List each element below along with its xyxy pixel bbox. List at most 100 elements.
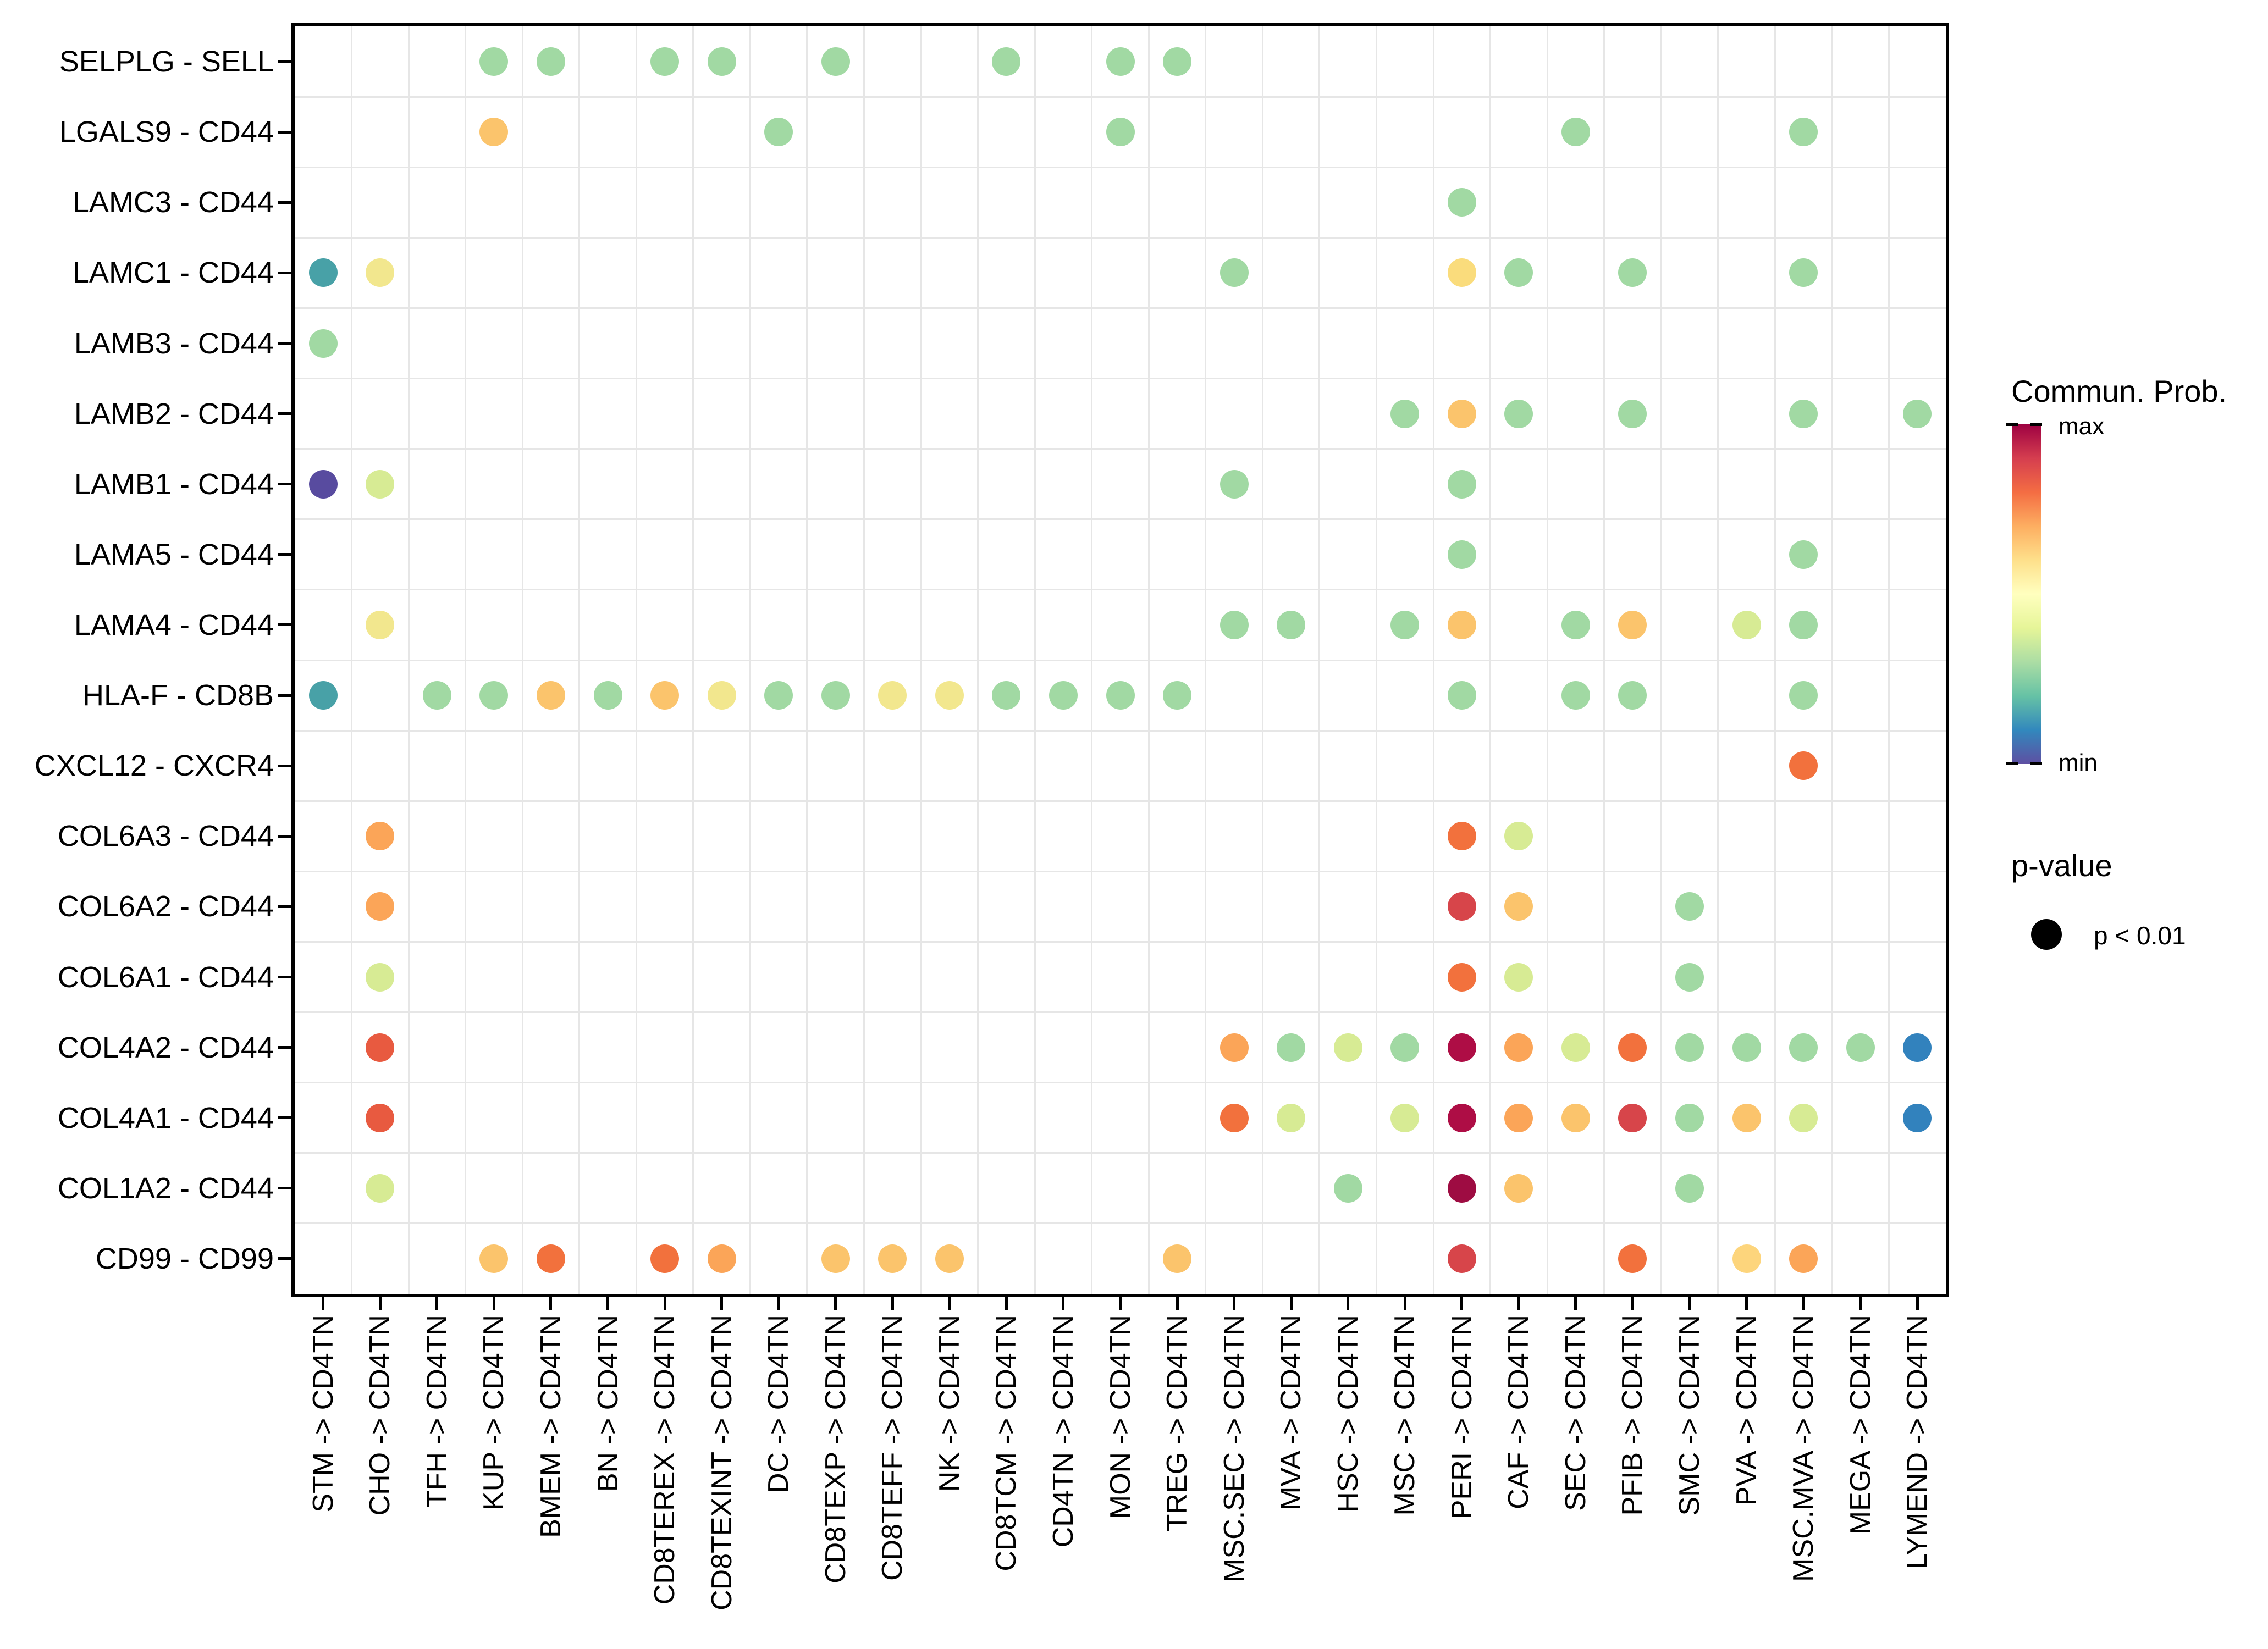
data-dot bbox=[1732, 1033, 1761, 1062]
y-tick bbox=[278, 553, 291, 556]
data-dot bbox=[1561, 118, 1590, 147]
x-tick bbox=[1517, 1297, 1520, 1310]
data-dot bbox=[1561, 1103, 1590, 1132]
data-dot bbox=[1277, 1103, 1306, 1132]
data-dot bbox=[1106, 47, 1135, 76]
y-tick bbox=[278, 483, 291, 486]
data-dot bbox=[479, 118, 509, 147]
data-dot bbox=[821, 47, 850, 76]
x-tick-label: TREG -> CD4TN bbox=[1161, 1315, 1194, 1532]
data-dot bbox=[1163, 47, 1192, 76]
x-tick bbox=[1574, 1297, 1577, 1310]
colorbar-max-tick-right bbox=[2030, 423, 2042, 426]
data-dot bbox=[1106, 118, 1135, 147]
y-tick-label: COL6A1 - CD44 bbox=[57, 960, 274, 994]
x-tick-label: TFH -> CD4TN bbox=[421, 1315, 453, 1508]
y-tick bbox=[278, 412, 291, 416]
data-dot bbox=[1561, 681, 1590, 710]
y-tick bbox=[278, 271, 291, 274]
x-tick bbox=[1289, 1297, 1293, 1310]
x-tick bbox=[834, 1297, 837, 1310]
data-dot bbox=[1504, 822, 1533, 851]
x-tick-label: LYMEND -> CD4TN bbox=[1901, 1315, 1934, 1569]
data-dot bbox=[1789, 1033, 1818, 1062]
data-dot bbox=[1447, 681, 1476, 710]
colorbar bbox=[2012, 424, 2041, 764]
x-tick-label: KUP -> CD4TN bbox=[478, 1315, 510, 1510]
colorbar-title: Commun. Prob. bbox=[2011, 374, 2227, 408]
data-dot bbox=[366, 610, 395, 639]
x-tick-label: BMEM -> CD4TN bbox=[534, 1315, 567, 1538]
gridline-horizontal bbox=[295, 1152, 1946, 1154]
data-dot bbox=[1732, 1244, 1761, 1273]
data-dot bbox=[1504, 1103, 1533, 1132]
y-tick bbox=[278, 342, 291, 345]
data-dot bbox=[1504, 258, 1533, 287]
data-dot bbox=[1789, 751, 1818, 781]
y-tick bbox=[278, 1116, 291, 1120]
y-tick-label: LAMA5 - CD44 bbox=[74, 538, 274, 571]
data-dot bbox=[935, 1244, 964, 1273]
x-tick bbox=[322, 1297, 325, 1310]
y-tick bbox=[278, 60, 291, 63]
data-dot bbox=[650, 1244, 680, 1273]
data-dot bbox=[308, 469, 338, 499]
x-tick-label: SMC -> CD4TN bbox=[1674, 1315, 1706, 1516]
x-tick bbox=[1802, 1297, 1805, 1310]
data-dot bbox=[536, 681, 565, 710]
x-tick bbox=[1176, 1297, 1179, 1310]
x-tick-label: MVA -> CD4TN bbox=[1275, 1315, 1307, 1510]
x-tick bbox=[663, 1297, 666, 1310]
data-dot bbox=[1447, 399, 1476, 428]
data-dot bbox=[1561, 1033, 1590, 1062]
data-dot bbox=[1561, 610, 1590, 639]
x-tick-label: CD4TN -> CD4TN bbox=[1047, 1315, 1079, 1548]
x-tick-label: CD8TEXINT -> CD4TN bbox=[705, 1315, 738, 1611]
x-tick bbox=[492, 1297, 495, 1310]
data-dot bbox=[366, 469, 395, 499]
data-dot bbox=[1504, 962, 1533, 992]
data-dot bbox=[593, 681, 622, 710]
gridline-horizontal bbox=[295, 589, 1946, 591]
data-dot bbox=[1163, 1244, 1192, 1273]
data-dot bbox=[1675, 1103, 1704, 1132]
gridline-horizontal bbox=[295, 940, 1946, 943]
gridline-horizontal bbox=[295, 307, 1946, 309]
y-tick-label: LAMB2 - CD44 bbox=[74, 397, 274, 430]
data-dot bbox=[1789, 399, 1818, 428]
y-tick-label: HLA-F - CD8B bbox=[82, 679, 274, 712]
x-tick-label: BN -> CD4TN bbox=[592, 1315, 624, 1492]
x-tick bbox=[435, 1297, 439, 1310]
y-tick-label: LGALS9 - CD44 bbox=[59, 115, 274, 149]
y-tick-label: LAMC3 - CD44 bbox=[72, 186, 274, 219]
data-dot bbox=[1447, 610, 1476, 639]
x-tick-label: HSC -> CD4TN bbox=[1332, 1315, 1364, 1513]
data-dot bbox=[479, 1244, 509, 1273]
gridline-horizontal bbox=[295, 870, 1946, 872]
data-dot bbox=[1618, 1033, 1647, 1062]
y-tick bbox=[278, 694, 291, 697]
data-dot bbox=[1903, 1103, 1932, 1132]
gridline-horizontal bbox=[295, 729, 1946, 732]
data-dot bbox=[1789, 1103, 1818, 1132]
y-tick bbox=[278, 623, 291, 627]
data-dot bbox=[1219, 610, 1249, 639]
data-dot bbox=[878, 1244, 907, 1273]
x-tick-label: MEGA -> CD4TN bbox=[1844, 1315, 1877, 1535]
gridline-horizontal bbox=[295, 1011, 1946, 1014]
data-dot bbox=[1219, 258, 1249, 287]
data-dot bbox=[1390, 610, 1420, 639]
data-dot bbox=[479, 681, 509, 710]
x-tick bbox=[1062, 1297, 1065, 1310]
y-tick bbox=[278, 834, 291, 838]
data-dot bbox=[479, 47, 509, 76]
x-tick-label: MSC.SEC -> CD4TN bbox=[1218, 1315, 1250, 1582]
data-dot bbox=[366, 892, 395, 921]
data-dot bbox=[1333, 1174, 1362, 1203]
y-tick bbox=[278, 764, 291, 767]
x-tick-label: CAF -> CD4TN bbox=[1503, 1315, 1535, 1509]
data-dot bbox=[1618, 681, 1647, 710]
data-dot bbox=[1846, 1033, 1875, 1062]
data-dot bbox=[536, 47, 565, 76]
data-dot bbox=[1618, 399, 1647, 428]
